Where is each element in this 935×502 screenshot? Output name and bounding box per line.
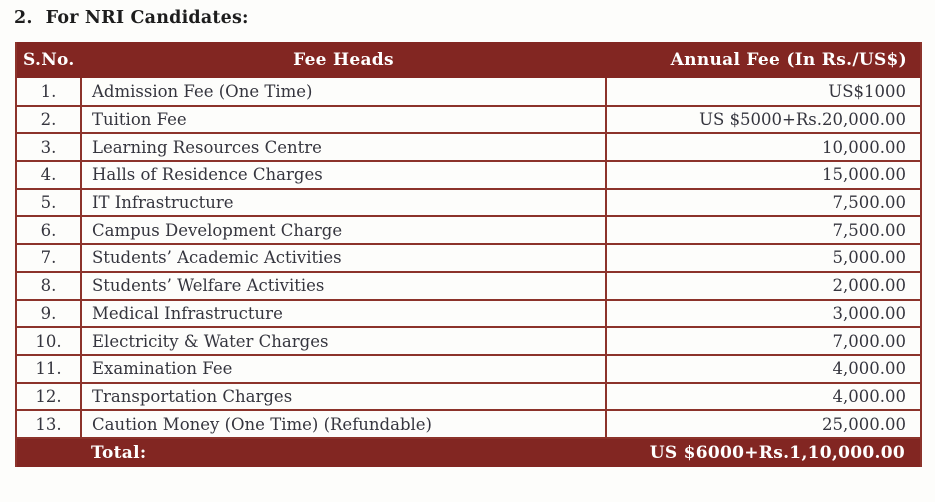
fee-head-cell: Medical Infrastructure xyxy=(81,299,607,329)
row-number-cell: 2. xyxy=(16,105,82,135)
annual-fee-cell: 5,000.00 xyxy=(606,244,921,273)
table-row: 5. IT Infrastructure 7,500.00 xyxy=(16,188,921,218)
fee-head-cell: Transportation Charges xyxy=(81,382,607,412)
section-title: 2. For NRI Candidates: xyxy=(0,0,935,28)
table-row: 13. Caution Money (One Time) (Refundable)… xyxy=(16,410,921,439)
annual-fee-cell: US$1000 xyxy=(606,78,921,107)
fee-head-cell: Electricity & Water Charges xyxy=(81,327,607,356)
row-number-cell: 3. xyxy=(16,133,82,163)
fee-head-cell: IT Infrastructure xyxy=(81,188,607,218)
annual-fee-cell: 15,000.00 xyxy=(606,161,921,190)
annual-fee-cell: 4,000.00 xyxy=(606,382,921,412)
annual-fee-cell: 3,000.00 xyxy=(606,299,921,329)
row-number-cell: 12. xyxy=(16,382,82,412)
row-number-cell: 10. xyxy=(16,327,82,356)
table-row: 8. Students’ Welfare Activities 2,000.00 xyxy=(16,271,921,301)
row-number-cell: 13. xyxy=(16,410,82,439)
fee-head-cell: Halls of Residence Charges xyxy=(81,161,607,190)
fee-head-cell: Examination Fee xyxy=(81,354,607,384)
table-row: 4. Halls of Residence Charges 15,000.00 xyxy=(16,161,921,190)
table-row: 12. Transportation Charges 4,000.00 xyxy=(16,382,921,412)
row-number-cell: 1. xyxy=(16,78,82,107)
table-row: 2. Tuition Fee US $5000+Rs.20,000.00 xyxy=(16,105,921,135)
fee-head-cell: Campus Development Charge xyxy=(81,216,607,246)
column-header-annual-fee: Annual Fee (In Rs./US$) xyxy=(606,42,921,78)
table-row: 10. Electricity & Water Charges 7,000.00 xyxy=(16,327,921,356)
fee-head-cell: Tuition Fee xyxy=(81,105,607,135)
total-spacer-cell xyxy=(16,437,81,467)
fee-head-cell: Students’ Academic Activities xyxy=(81,244,607,273)
annual-fee-cell: 4,000.00 xyxy=(606,354,921,384)
annual-fee-cell: 2,000.00 xyxy=(606,271,921,301)
row-number-cell: 8. xyxy=(16,271,82,301)
fee-table: S.No. Fee Heads Annual Fee (In Rs./US$) … xyxy=(15,42,922,467)
section-number: 2. xyxy=(14,8,33,28)
fee-head-cell: Admission Fee (One Time) xyxy=(81,78,607,107)
row-number-cell: 6. xyxy=(16,216,82,246)
column-header-fee-heads: Fee Heads xyxy=(81,42,606,78)
total-label: Total: xyxy=(81,437,606,467)
fee-head-cell: Caution Money (One Time) (Refundable) xyxy=(81,410,607,439)
row-number-cell: 11. xyxy=(16,354,82,384)
fee-table-body: 1. Admission Fee (One Time) US$1000 2. Tuiti… xyxy=(16,78,921,439)
annual-fee-cell: 10,000.00 xyxy=(606,133,921,163)
table-header-row: S.No. Fee Heads Annual Fee (In Rs./US$) xyxy=(16,42,921,78)
section-title-text: For NRI Candidates: xyxy=(45,8,249,28)
annual-fee-cell: 7,000.00 xyxy=(606,327,921,356)
fee-head-cell: Students’ Welfare Activities xyxy=(81,271,607,301)
table-row: 9. Medical Infrastructure 3,000.00 xyxy=(16,299,921,329)
row-number-cell: 9. xyxy=(16,299,82,329)
annual-fee-cell: US $5000+Rs.20,000.00 xyxy=(606,105,921,135)
annual-fee-cell: 7,500.00 xyxy=(606,188,921,218)
annual-fee-cell: 25,000.00 xyxy=(606,410,921,439)
row-number-cell: 5. xyxy=(16,188,82,218)
fee-head-cell: Learning Resources Centre xyxy=(81,133,607,163)
table-row: 6. Campus Development Charge 7,500.00 xyxy=(16,216,921,246)
table-row: 7. Students’ Academic Activities 5,000.00 xyxy=(16,244,921,273)
total-row: Total: US $6000+Rs.1,10,000.00 xyxy=(16,437,921,467)
row-number-cell: 7. xyxy=(16,244,82,273)
column-header-sno: S.No. xyxy=(16,42,81,78)
table-row: 1. Admission Fee (One Time) US$1000 xyxy=(16,78,921,107)
annual-fee-cell: 7,500.00 xyxy=(606,216,921,246)
table-row: 11. Examination Fee 4,000.00 xyxy=(16,354,921,384)
total-value: US $6000+Rs.1,10,000.00 xyxy=(606,437,921,467)
row-number-cell: 4. xyxy=(16,161,82,190)
table-row: 3. Learning Resources Centre 10,000.00 xyxy=(16,133,921,163)
